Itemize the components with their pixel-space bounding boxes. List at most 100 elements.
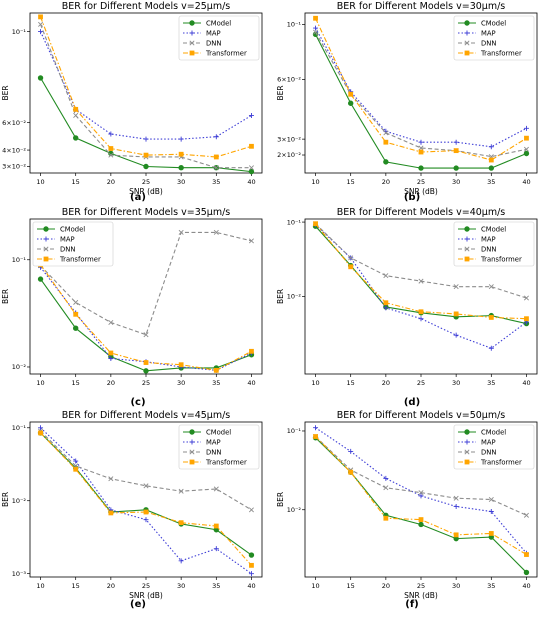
data-point [383,305,389,311]
data-point [418,521,424,528]
data-point [178,520,184,526]
series-line [40,278,252,372]
data-point [453,311,459,317]
data-point [313,15,318,21]
data-point [108,146,114,151]
data-point [178,136,184,142]
data-point [418,145,424,151]
legend-label: DNN [206,40,221,48]
legend-box [453,424,535,470]
series-map [38,425,254,577]
legend-marker [189,429,195,435]
y-tick-label: 10⁻² [12,363,27,371]
data-point [383,300,389,306]
data-point [143,517,149,523]
data-point [73,458,79,464]
data-point [383,130,389,136]
chart-panel-2: BER for Different Models v=30μm/s 10 15 20 2… [276,1,538,203]
data-point [523,295,529,301]
y-tick-label: 10⁻¹ [12,28,27,36]
data-point [488,144,494,150]
data-point [488,508,494,514]
x-tick-label: 20 [107,379,115,387]
data-point [72,135,79,141]
y-tick-label: 10⁻¹ [12,256,27,264]
legend-label: Transformer [59,256,101,264]
data-point [488,315,494,320]
data-point [383,139,389,145]
data-point [524,135,529,141]
y-tick-label: 10⁻³ [12,570,27,578]
legend-marker [43,246,49,252]
data-point [72,325,79,331]
data-point [213,134,219,140]
legend: CModel MAP DNN Transformer [453,424,535,470]
data-point [213,165,219,171]
data-point [347,100,354,106]
data-point [178,488,184,494]
legend-label: DNN [481,449,496,457]
data-point [73,311,79,317]
series-transformer [313,15,529,163]
legend-marker [189,459,195,465]
data-point [348,264,354,270]
x-tick-label: 30 [177,582,185,590]
legend-marker [189,30,195,36]
x-tick-label: 10 [36,379,44,387]
x-tick-label: 25 [417,582,425,590]
data-point [73,299,79,305]
data-point [418,139,424,145]
legend: CModel MAP DNN Transformer [178,424,260,470]
legend-marker [189,439,195,445]
data-point [488,496,494,502]
data-point [313,221,318,227]
x-axis-label: SNR (dB) [404,591,438,600]
data-point [178,362,184,368]
legend-label: DNN [481,246,496,254]
data-point [178,558,184,564]
x-tick-label: 15 [72,582,80,590]
data-point [213,486,219,492]
legend: CModel MAP DNN Transformer [32,221,114,267]
data-point [348,469,354,475]
x-tick-label: 15 [347,178,355,186]
data-point [248,112,254,118]
data-point [108,510,114,516]
chart-panel-1: BER for Different Models v=25μm/s 10 15 20 2… [1,1,263,203]
data-point [143,360,149,365]
data-point [524,552,529,557]
chart-title: BER for Different Models v=45μm/s [62,410,231,421]
data-point [453,284,459,290]
y-axis-label: BER [276,289,285,304]
y-tick-label: 2×10⁻² [277,151,301,159]
data-point [383,159,389,165]
data-point [248,238,254,244]
x-tick-label: 10 [36,178,44,186]
series-cmodel [312,31,530,171]
x-tick-label: 10 [311,178,319,186]
legend-marker [189,40,195,46]
x-tick-label: 20 [107,178,115,186]
data-point [453,332,459,338]
data-point [38,29,44,35]
data-point [418,493,424,499]
data-point [73,466,79,472]
data-point [453,532,459,538]
legend-marker [464,449,470,455]
data-point [453,503,459,509]
x-tick-label: 35 [212,178,220,186]
data-point [38,430,43,436]
y-tick-label: 10⁻¹ [287,21,302,29]
data-point [108,131,114,137]
data-point [38,21,44,27]
legend-label: MAP [206,439,221,447]
legend-label: Transformer [480,459,522,467]
data-point [418,165,424,171]
data-point [418,517,424,522]
data-point [249,348,254,354]
x-tick-label: 30 [452,582,460,590]
legend-label: CModel [60,226,85,234]
data-point [143,152,149,158]
data-point [38,14,43,20]
legend-box [178,15,260,61]
